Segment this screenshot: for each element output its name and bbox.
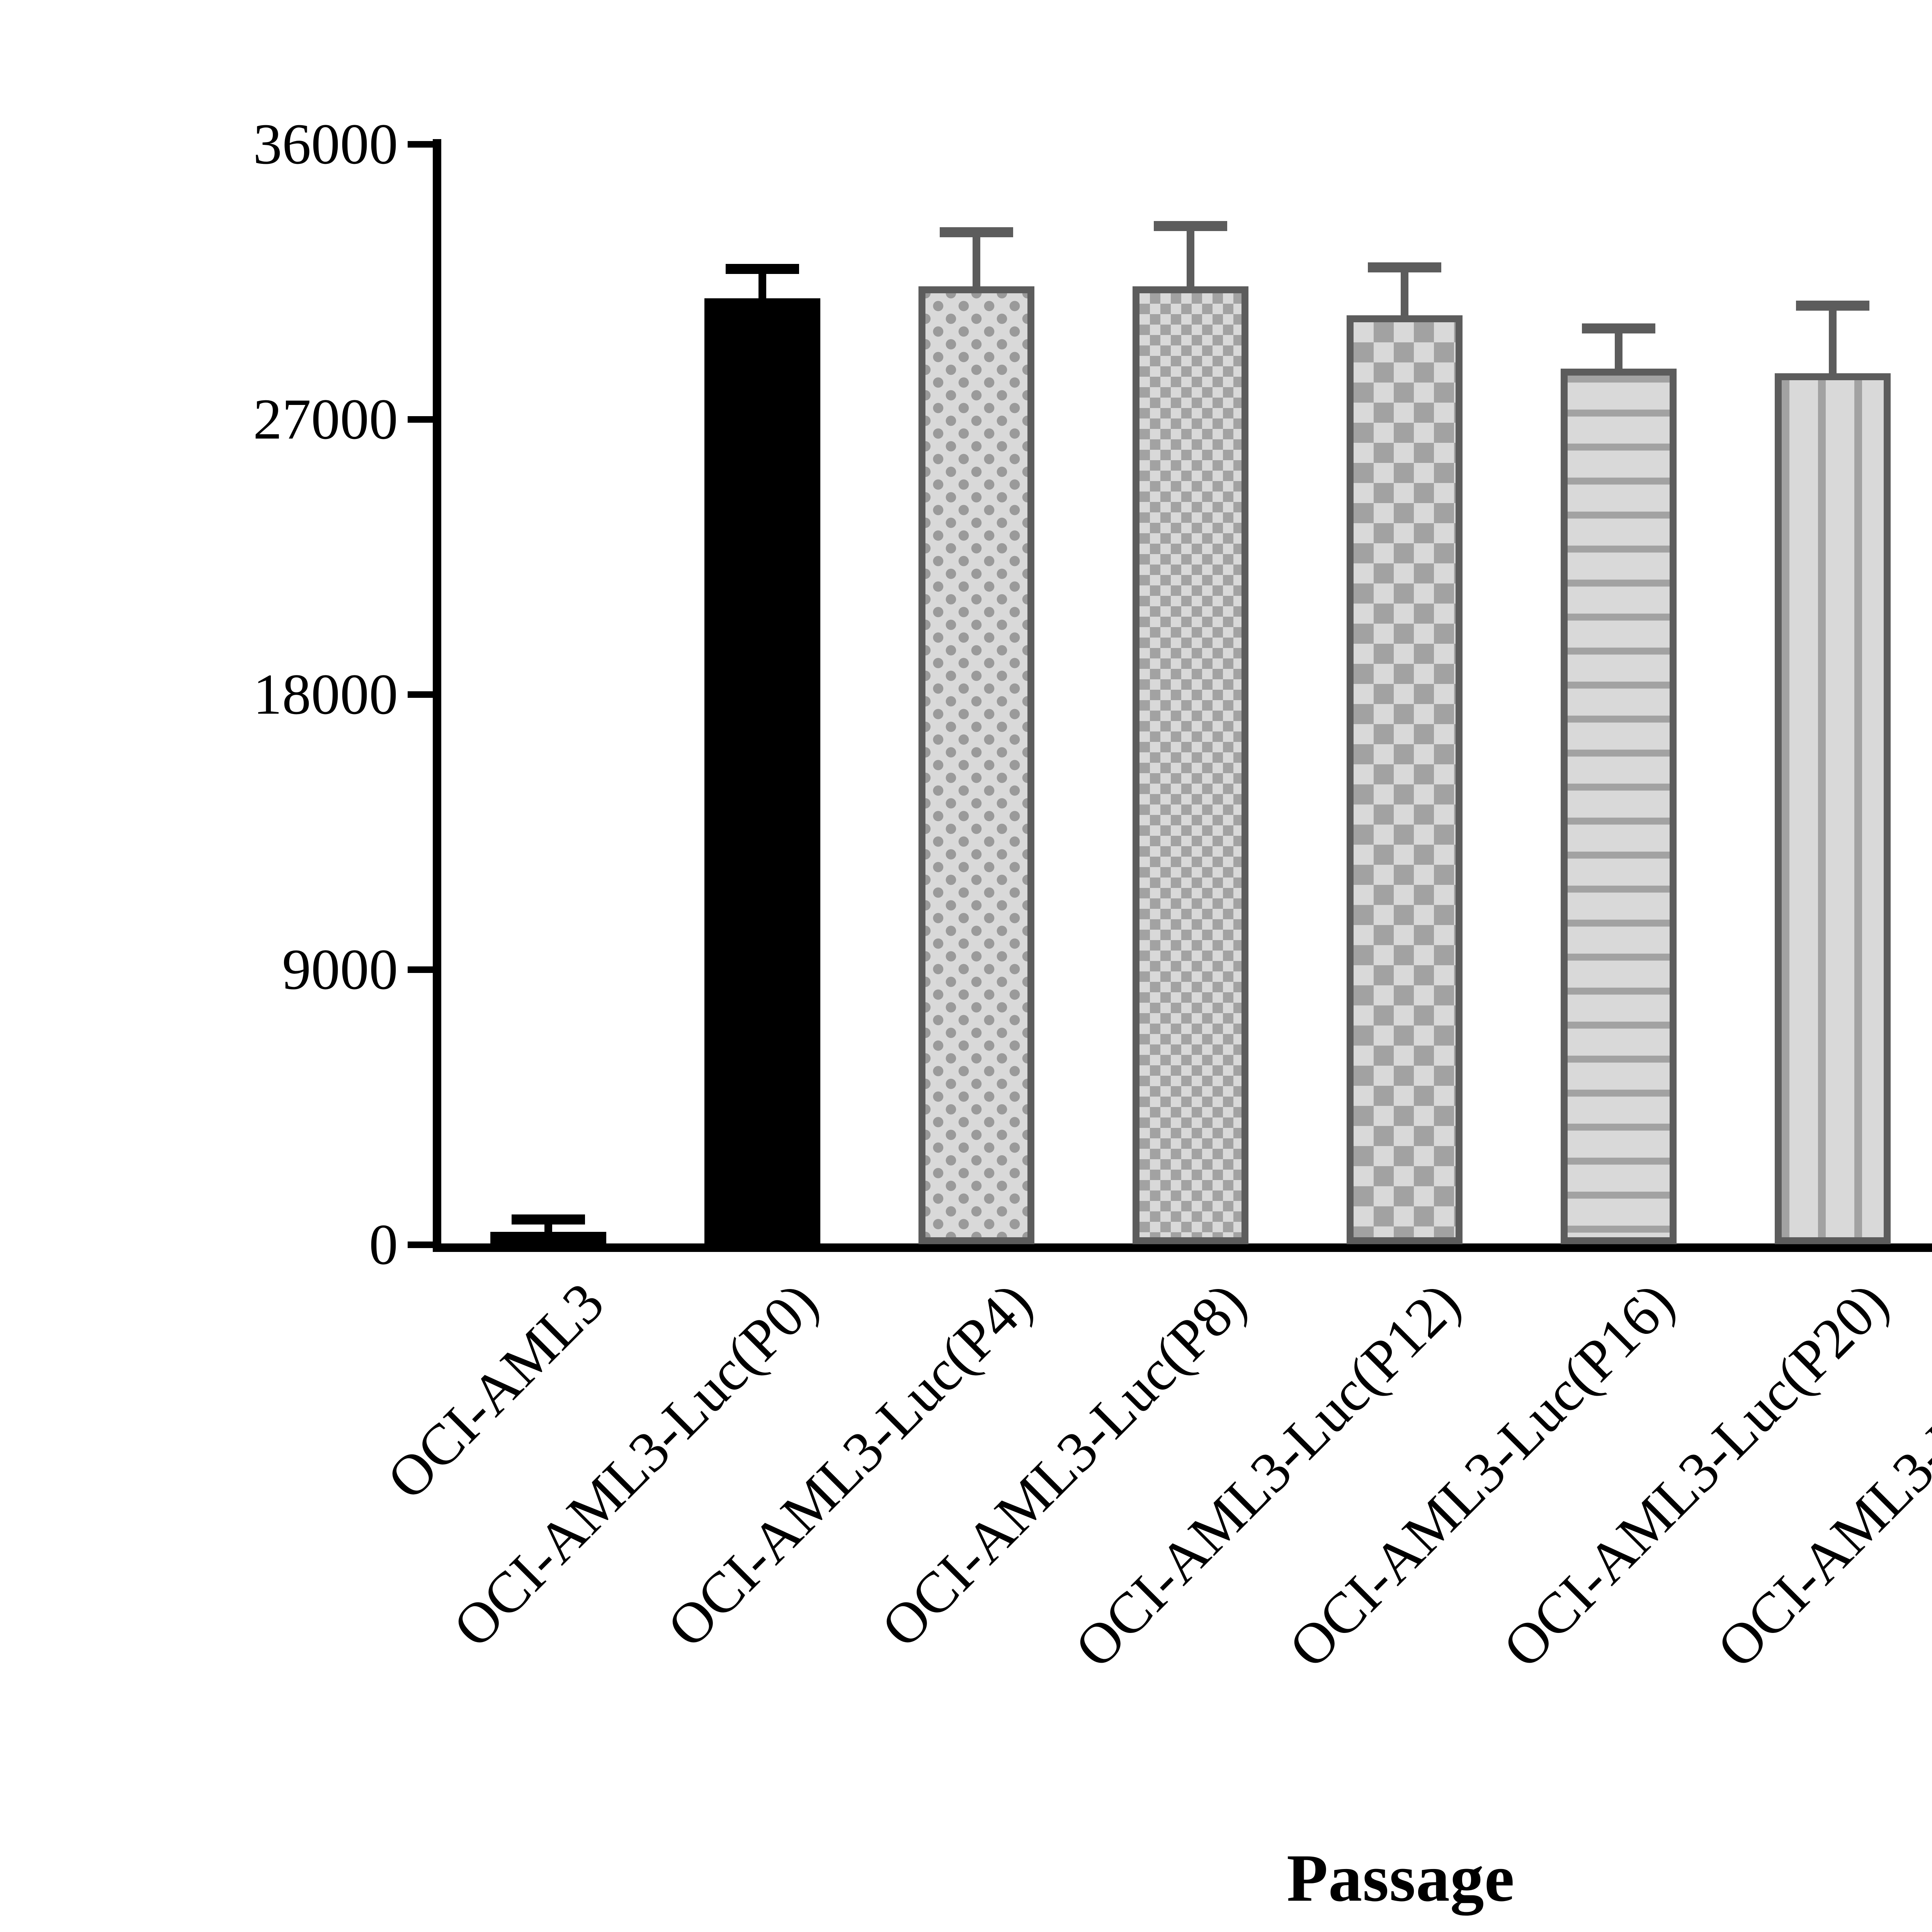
x-axis-line — [433, 1243, 1932, 1252]
bar-group-3 — [1133, 144, 1248, 1244]
error-bar-cap — [940, 227, 1013, 238]
error-bar-cap — [726, 264, 799, 274]
y-axis-title: Luminescence Unit — [70, 0, 139, 139]
error-bar-stem — [759, 274, 766, 299]
error-bar-cap — [1796, 301, 1869, 311]
bar-group-4 — [1347, 144, 1463, 1244]
bar-oci-aml3-lucp20[interactable] — [1775, 373, 1891, 1244]
error-bar-stem — [1401, 272, 1408, 315]
bar-oci-aml3-lucp16[interactable] — [1561, 369, 1677, 1244]
bar-oci-aml3-lucp0[interactable] — [704, 298, 820, 1244]
y-tick-mark-36000 — [408, 141, 435, 148]
x-tick-label-4: OCI-AML3-Luc(P12) — [1063, 1270, 1473, 1680]
error-bar-stem — [1187, 231, 1194, 286]
error-bar-6 — [1775, 144, 1891, 1244]
error-bar-0 — [490, 144, 606, 1244]
error-bar-cap — [1368, 262, 1441, 273]
error-bar-1 — [704, 144, 820, 1244]
error-bar-cap — [512, 1214, 585, 1225]
bar-group-6 — [1775, 144, 1891, 1244]
y-tick-label-18000: 18000 — [253, 662, 398, 726]
bar-group-2 — [918, 144, 1034, 1244]
y-tick-label-36000: 36000 — [253, 112, 398, 176]
y-axis-line — [433, 139, 441, 1252]
bar-group-0 — [490, 144, 606, 1244]
bar-group-1 — [704, 144, 820, 1244]
bar-oci-aml3-lucp12[interactable] — [1347, 315, 1463, 1244]
error-bar-2 — [918, 144, 1034, 1244]
error-bar-stem — [544, 1224, 552, 1232]
y-tick-mark-0 — [408, 1242, 435, 1248]
bar-group-5 — [1561, 144, 1677, 1244]
bar-oci-aml3[interactable] — [490, 1232, 606, 1244]
error-bar-stem — [973, 237, 980, 286]
x-tick-label-2: OCI-AML3-Luc(P4) — [655, 1270, 1044, 1660]
y-tick-mark-18000 — [408, 691, 435, 698]
y-tick-label-0: 0 — [369, 1213, 398, 1277]
y-tick-label-27000: 27000 — [253, 387, 398, 451]
error-bar-cap — [1154, 221, 1227, 231]
y-tick-mark-27000 — [408, 416, 435, 423]
error-bar-5 — [1561, 144, 1677, 1244]
x-tick-label-0: OCI-AML3 — [375, 1270, 616, 1512]
error-bar-4 — [1347, 144, 1463, 1244]
error-bar-stem — [1615, 333, 1622, 369]
x-axis-title: Passage — [1286, 1840, 1515, 1915]
x-tick-label-5: OCI-AML3-Luc(P16) — [1277, 1270, 1687, 1680]
x-tick-label-3: OCI-AML3-Luc(P8) — [869, 1270, 1259, 1660]
x-tick-label-6: OCI-AML3-Luc(P20) — [1491, 1270, 1901, 1680]
y-tick-mark-9000 — [408, 966, 435, 973]
bar-oci-aml3-lucp4[interactable] — [918, 286, 1034, 1244]
error-bar-3 — [1133, 144, 1248, 1244]
error-bar-stem — [1829, 311, 1837, 374]
x-tick-label-1: OCI-AML3-Luc(P0) — [441, 1270, 830, 1660]
y-tick-label-9000: 9000 — [282, 937, 398, 1002]
bar-oci-aml3-lucp8[interactable] — [1133, 286, 1248, 1244]
error-bar-cap — [1582, 323, 1655, 334]
plot-area — [441, 144, 1932, 1244]
